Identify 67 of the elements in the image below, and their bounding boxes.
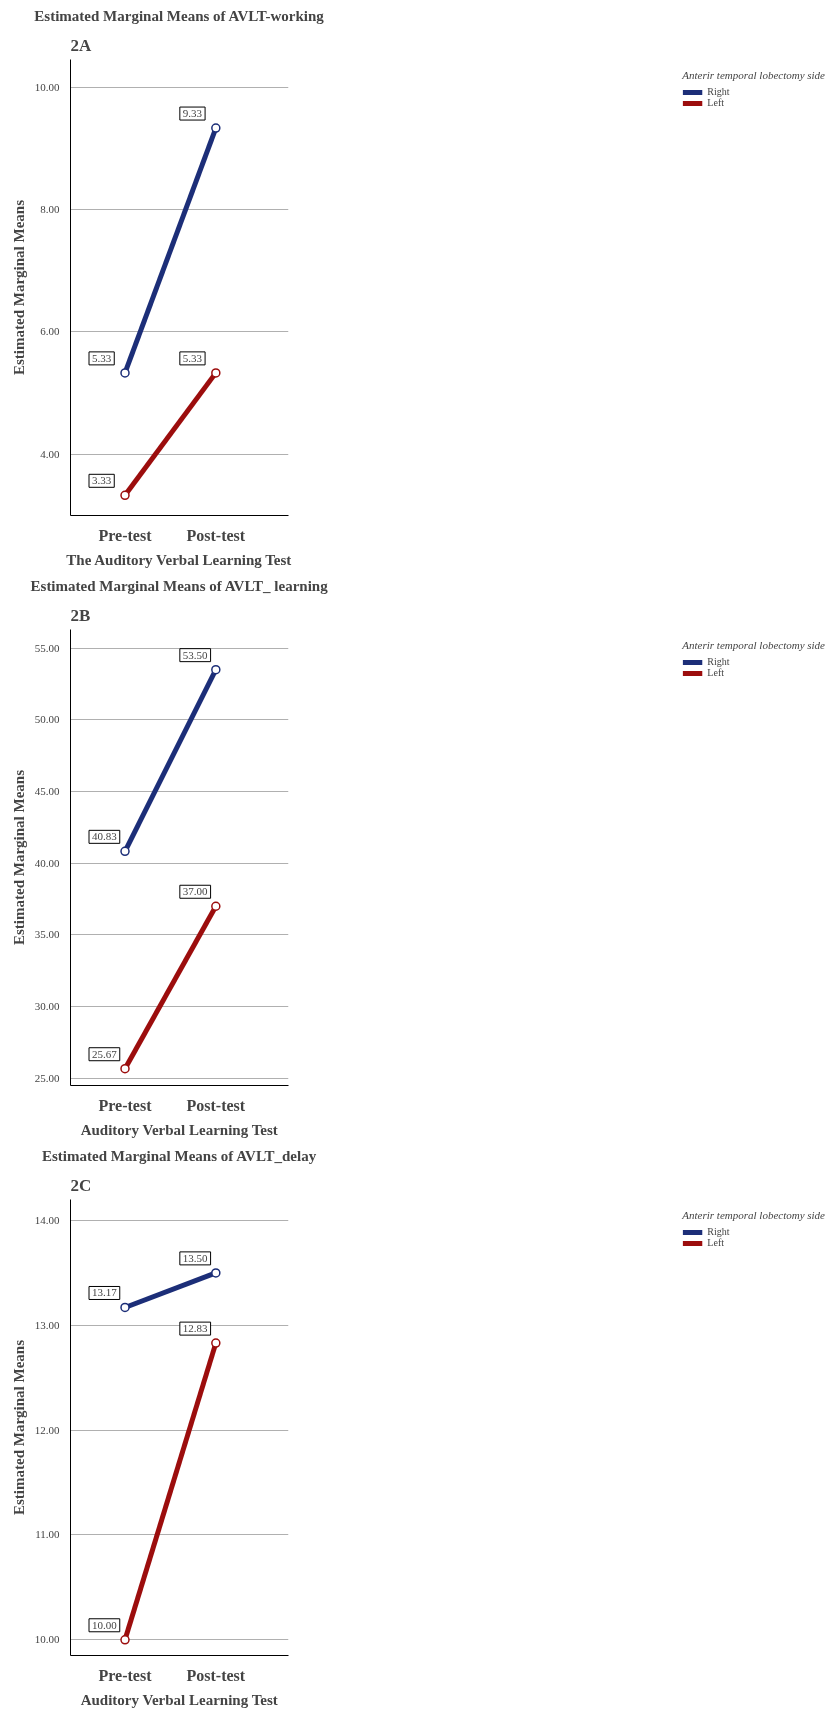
text: 2A: [70, 35, 92, 55]
point: [120, 1635, 130, 1645]
y-tick-label: 8.00: [40, 202, 60, 215]
data-label: 5.33: [182, 351, 203, 364]
x-axis-title: The Auditory Verbal Learning Test: [66, 551, 292, 568]
point: [120, 1302, 130, 1313]
point: [120, 490, 130, 501]
x-tick-label: Pre-test: [98, 526, 153, 544]
y-tick-label: 50.00: [34, 713, 60, 726]
legend-label: Right: [707, 86, 730, 97]
y-tick-label: 25.00: [34, 1071, 60, 1084]
y-tick-label: 14.00: [34, 1213, 60, 1226]
legend-title: Anterir temporal lobectomy side: [682, 639, 825, 651]
data-label: 37.00: [182, 885, 209, 898]
y-tick-label: 12.00: [34, 1423, 60, 1436]
data-label: 9.33: [182, 107, 203, 120]
x-tick-label: Post-test: [186, 1666, 246, 1684]
y-tick-label: 11.00: [35, 1528, 60, 1541]
y-tick-label: 10.00: [34, 1633, 60, 1646]
x-axis-title: Auditory Verbal Learning Test: [80, 1121, 278, 1138]
point: [211, 368, 221, 378]
chart-title: Estimated Marginal Means of AVLT_delay: [42, 1147, 317, 1164]
legend-label: Left: [707, 97, 724, 108]
data-label: 53.50: [182, 648, 209, 661]
legend-title: Anterir temporal lobectomy side: [682, 1209, 825, 1221]
legend-title: Anterir temporal lobectomy side: [682, 69, 825, 81]
y-tick-label: 13.00: [34, 1318, 60, 1331]
x-tick-label: Post-test: [186, 526, 246, 544]
y-tick-label: 40.00: [34, 856, 60, 869]
text: 2C: [70, 1175, 92, 1195]
point: [211, 1268, 221, 1278]
point: [211, 901, 221, 911]
x-tick-label: Pre-test: [98, 1096, 153, 1114]
chart-title: Estimated Marginal Means of AVLT-working: [34, 7, 325, 24]
data-label: 10.00: [92, 1618, 118, 1631]
point: [120, 846, 130, 857]
point: [120, 368, 130, 378]
data-label: 3.33: [92, 474, 112, 487]
y-axis-title: Estimated Marginal Means: [10, 199, 27, 375]
point: [120, 1063, 130, 1074]
point: [211, 123, 221, 133]
y-tick-label: 10.00: [34, 80, 60, 93]
data-label: 13.50: [182, 1251, 209, 1264]
y-axis-title: Estimated Marginal Means: [10, 769, 27, 945]
data-label: 25.67: [92, 1047, 118, 1060]
point: [211, 1338, 221, 1348]
chart-title: Estimated Marginal Means of AVLT_ learning: [30, 577, 329, 594]
x-axis-title: Auditory Verbal Learning Test: [80, 1691, 278, 1708]
y-tick-label: 45.00: [34, 785, 60, 798]
y-tick-label: 6.00: [40, 325, 60, 338]
legend-label: Left: [707, 667, 724, 678]
legend-label: Left: [707, 1237, 724, 1248]
legend-label: Right: [707, 1226, 730, 1237]
y-tick-label: 35.00: [34, 928, 60, 941]
y-axis-title: Estimated Marginal Means: [10, 1339, 27, 1515]
data-label: 5.33: [92, 351, 112, 364]
legend-label: Right: [707, 656, 730, 667]
data-label: 12.83: [182, 1322, 209, 1335]
x-tick-label: Post-test: [186, 1096, 246, 1114]
x-tick-label: Pre-test: [98, 1666, 153, 1684]
point: [211, 664, 221, 675]
y-tick-label: 55.00: [34, 641, 60, 654]
text: 2B: [70, 605, 91, 625]
data-label: 13.17: [92, 1286, 118, 1299]
y-tick-label: 30.00: [34, 1000, 60, 1013]
data-label: 40.83: [92, 830, 118, 843]
y-tick-label: 4.00: [40, 447, 60, 460]
